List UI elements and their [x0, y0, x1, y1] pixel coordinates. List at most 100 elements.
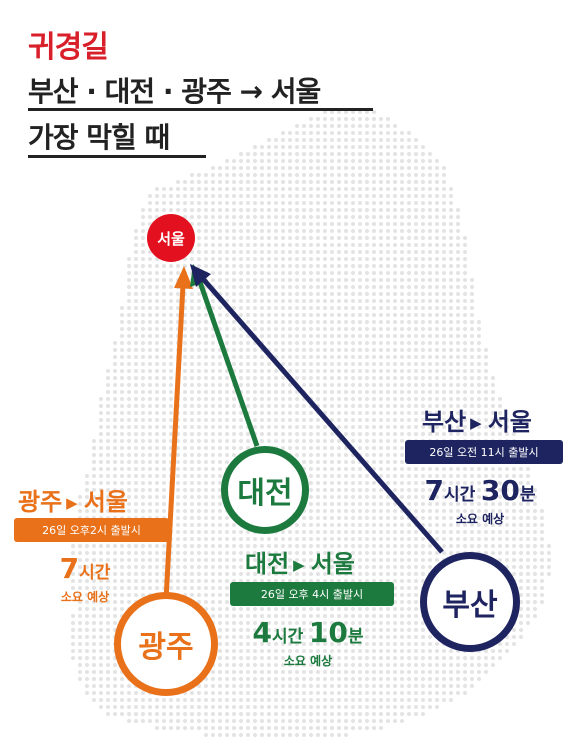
map-dot: [106, 404, 110, 408]
map-dot: [379, 635, 383, 639]
map-dot: [78, 502, 82, 506]
map-dot: [414, 327, 418, 331]
map-dot: [393, 257, 397, 261]
map-dot: [302, 131, 306, 135]
map-dot: [407, 474, 411, 478]
map-dot: [337, 607, 341, 611]
map-dot: [183, 320, 187, 324]
daejeon-departure-badge: 26일 오후 4시 출발시: [230, 582, 394, 606]
map-dot: [330, 474, 334, 478]
map-dot: [197, 369, 201, 373]
map-dot: [449, 285, 453, 289]
map-dot: [197, 544, 201, 548]
map-dot: [183, 341, 187, 345]
map-dot: [449, 537, 453, 541]
map-dot: [414, 236, 418, 240]
map-dot: [358, 516, 362, 520]
map-dot: [211, 446, 215, 450]
map-dot: [337, 180, 341, 184]
map-dot: [148, 341, 152, 345]
map-dot: [407, 383, 411, 387]
map-dot: [155, 446, 159, 450]
map-dot: [407, 579, 411, 583]
map-dot: [211, 579, 215, 583]
map-dot: [344, 110, 348, 114]
map-dot: [253, 215, 257, 219]
map-dot: [253, 292, 257, 296]
map-dot: [211, 341, 215, 345]
map-dot: [344, 495, 348, 499]
map-dot: [218, 670, 222, 674]
map-dot: [400, 208, 404, 212]
map-dot: [211, 502, 215, 506]
map-dot: [456, 236, 460, 240]
map-dot: [449, 215, 453, 219]
map-dot: [470, 404, 474, 408]
map-dot: [477, 523, 481, 527]
map-dot: [470, 327, 474, 331]
map-dot: [323, 327, 327, 331]
map-dot: [358, 432, 362, 436]
map-dot: [162, 719, 166, 723]
map-dot: [288, 530, 292, 534]
map-dot: [155, 194, 159, 198]
map-dot: [400, 166, 404, 170]
map-dot: [204, 390, 208, 394]
map-dot: [470, 383, 474, 387]
map-dot: [428, 509, 432, 513]
map-dot: [295, 733, 299, 737]
map-dot: [218, 369, 222, 373]
map-dot: [162, 376, 166, 380]
map-dot: [379, 509, 383, 513]
map-dot: [281, 355, 285, 359]
map-dot: [358, 341, 362, 345]
map-dot: [281, 334, 285, 338]
map-dot: [239, 166, 243, 170]
map-dot: [323, 537, 327, 541]
map-dot: [400, 649, 404, 653]
map-dot: [463, 285, 467, 289]
map-dot: [407, 166, 411, 170]
map-dot: [176, 719, 180, 723]
map-dot: [386, 250, 390, 254]
map-dot: [183, 558, 187, 562]
map-dot: [71, 635, 75, 639]
map-dot: [309, 495, 313, 499]
map-dot: [218, 418, 222, 422]
map-dot: [99, 572, 103, 576]
map-dot: [260, 166, 264, 170]
map-dot: [190, 565, 194, 569]
map-dot: [351, 243, 355, 247]
map-dot: [365, 390, 369, 394]
map-dot: [92, 607, 96, 611]
map-dot: [309, 530, 313, 534]
map-dot: [337, 453, 341, 457]
map-dot: [400, 460, 404, 464]
map-dot: [190, 551, 194, 555]
map-dot: [372, 495, 376, 499]
map-dot: [337, 285, 341, 289]
map-dot: [414, 579, 418, 583]
map-dot: [295, 187, 299, 191]
map-dot: [218, 635, 222, 639]
map-dot: [99, 467, 103, 471]
map-dot: [183, 726, 187, 730]
map-dot: [267, 684, 271, 688]
map-dot: [169, 369, 173, 373]
map-dot: [267, 222, 271, 226]
map-dot: [295, 215, 299, 219]
map-dot: [309, 467, 313, 471]
map-dot: [456, 292, 460, 296]
map-dot: [267, 614, 271, 618]
map-dot: [71, 558, 75, 562]
map-dot: [246, 369, 250, 373]
map-dot: [204, 530, 208, 534]
map-dot: [85, 663, 89, 667]
map-dot: [442, 551, 446, 555]
map-dot: [295, 180, 299, 184]
map-dot: [155, 726, 159, 730]
map-dot: [337, 684, 341, 688]
map-dot: [323, 404, 327, 408]
map-dot: [400, 663, 404, 667]
map-dot: [351, 355, 355, 359]
